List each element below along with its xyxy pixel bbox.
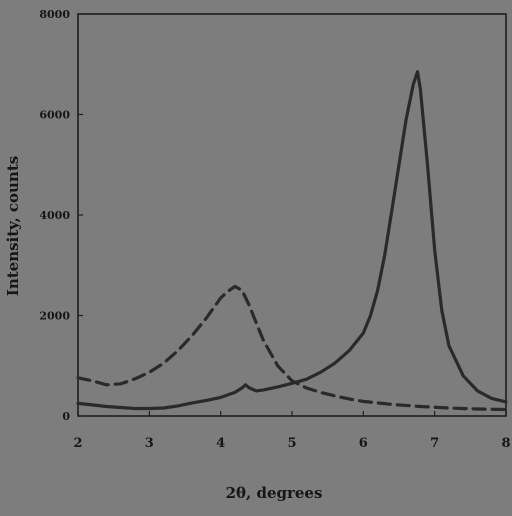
y-tick-label: 2000 [39,310,70,323]
x-tick-label: 5 [287,436,296,451]
x-tick-label: 7 [430,436,439,451]
x-axis-label: 2θ, degrees [226,484,323,502]
y-tick-label: 6000 [39,109,70,122]
plot-area [77,13,507,417]
dashed-series-line [76,284,508,412]
x-tick-label: 2 [73,436,82,451]
y-tick-label: 4000 [39,209,70,222]
x-tick-label: 8 [501,436,510,451]
y-tick-label: 8000 [39,8,70,21]
x-tick-label: 4 [216,436,225,451]
solid-series-line [76,70,508,411]
x-tick-label: 3 [145,436,154,451]
series-layer [76,70,508,412]
axis-ticks: 2 3 4 5 6 7 8 0 2000 4000 6000 8000 [39,8,510,451]
x-tick-label: 6 [359,436,368,451]
y-axis-label: Intensity, counts [4,156,22,296]
y-tick-label: 0 [62,410,70,423]
